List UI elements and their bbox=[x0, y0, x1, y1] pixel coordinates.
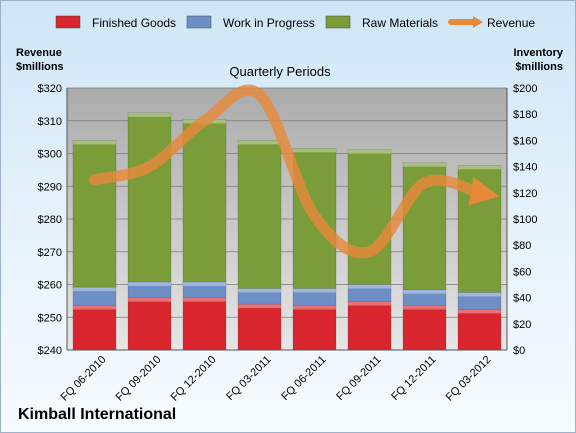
company-name: Kimball International bbox=[18, 406, 177, 423]
bar-segment-highlight bbox=[293, 288, 336, 293]
category-label: FQ 12-2010 bbox=[169, 354, 219, 404]
left-tick-label: $320 bbox=[38, 83, 62, 95]
bar-segment-highlight bbox=[238, 140, 281, 145]
revenue-line bbox=[89, 84, 500, 259]
legend-swatch bbox=[325, 15, 351, 29]
left-tick-label: $310 bbox=[38, 116, 62, 128]
right-tick-label: $180 bbox=[513, 109, 537, 121]
chart-subtitle: Quarterly Periods bbox=[229, 64, 331, 79]
bar-segment-highlight bbox=[458, 165, 501, 170]
left-axis-title: Revenue $millions bbox=[16, 47, 64, 73]
left-tick-label: $250 bbox=[38, 312, 62, 324]
bar-segment-highlight bbox=[183, 297, 226, 302]
left-tick-label: $260 bbox=[38, 280, 62, 292]
bar-segment bbox=[347, 301, 392, 351]
left-tick-label: $300 bbox=[38, 149, 62, 161]
revenue-line-group bbox=[89, 84, 500, 259]
legend-label: Revenue bbox=[487, 16, 535, 30]
legend-item: Work in Progress bbox=[186, 15, 315, 30]
bar-segment-highlight bbox=[293, 305, 336, 310]
right-tick-label: $60 bbox=[513, 266, 531, 278]
legend-label: Finished Goods bbox=[92, 16, 176, 30]
bar-segment-highlight bbox=[293, 148, 336, 153]
category-label: FQ 06-2011 bbox=[279, 354, 328, 403]
bar-segment-highlight bbox=[458, 292, 501, 297]
bar-segment-highlight bbox=[183, 281, 226, 286]
bar-segment bbox=[237, 140, 282, 289]
category-label: FQ 12-2011 bbox=[389, 354, 438, 403]
right-tick-label: $100 bbox=[513, 214, 537, 226]
bar-segment-highlight bbox=[403, 289, 446, 294]
legend-swatch bbox=[186, 15, 212, 29]
legend-item: Revenue bbox=[448, 16, 535, 30]
right-tick-label: $20 bbox=[513, 319, 531, 331]
bar-segment bbox=[347, 149, 392, 285]
right-tick-label: $200 bbox=[513, 83, 537, 95]
bar-segment bbox=[127, 112, 172, 283]
category-label: FQ 03-2011 bbox=[224, 354, 273, 403]
bar-segment bbox=[457, 309, 502, 351]
category-label: FQ 03-2012 bbox=[444, 354, 494, 404]
right-tick-label: $160 bbox=[513, 135, 537, 147]
left-tick-label: $270 bbox=[38, 247, 62, 259]
legend-item: Finished Goods bbox=[55, 15, 176, 30]
bar-segment bbox=[237, 303, 282, 351]
legend: Finished Goods Work in Progress Raw Materi… bbox=[55, 15, 535, 30]
bar-segment-highlight bbox=[238, 304, 281, 309]
bar-segment-highlight bbox=[403, 305, 446, 310]
bar-segment-highlight bbox=[348, 149, 391, 154]
legend-label: Work in Progress bbox=[223, 16, 315, 30]
legend-swatch bbox=[55, 15, 81, 29]
bar-segment-highlight bbox=[128, 281, 171, 286]
right-tick-label: $120 bbox=[513, 188, 537, 200]
bar-segment-highlight bbox=[348, 301, 391, 306]
bar-segment-highlight bbox=[73, 287, 116, 292]
bar-segment bbox=[292, 305, 337, 351]
category-label: FQ 09-2010 bbox=[114, 354, 164, 404]
legend-item: Raw Materials bbox=[325, 15, 438, 30]
bar-segment-highlight bbox=[238, 288, 281, 293]
bar-segment-highlight bbox=[403, 162, 446, 167]
bar-segment bbox=[72, 305, 117, 351]
right-tick-label: $80 bbox=[513, 240, 531, 252]
right-axis-title: Inventory $millions bbox=[513, 47, 563, 73]
legend-label: Raw Materials bbox=[362, 16, 438, 30]
bar-segment bbox=[182, 297, 227, 351]
category-label: FQ 06-2010 bbox=[59, 354, 109, 404]
category-label: FQ 09-2011 bbox=[334, 354, 383, 403]
bar-segment-highlight bbox=[73, 140, 116, 145]
bar-series-group bbox=[72, 112, 502, 351]
bar-segment-highlight bbox=[73, 305, 116, 310]
right-tick-label: $40 bbox=[513, 293, 531, 305]
left-tick-label: $240 bbox=[38, 345, 62, 357]
left-tick-label: $280 bbox=[38, 214, 62, 226]
legend-swatch-arrow bbox=[473, 16, 483, 28]
bar-segment bbox=[182, 119, 227, 283]
right-tick-label: $0 bbox=[513, 345, 525, 357]
bar-segment bbox=[127, 297, 172, 351]
right-tick-label: $140 bbox=[513, 162, 537, 174]
bar-segment bbox=[402, 305, 447, 351]
bar-segment-highlight bbox=[128, 112, 171, 117]
left-tick-label: $290 bbox=[38, 181, 62, 193]
bar-segment-highlight bbox=[458, 309, 501, 314]
bar-segment bbox=[72, 140, 117, 288]
bar-segment-highlight bbox=[128, 297, 171, 302]
bar-segment-highlight bbox=[348, 284, 391, 289]
